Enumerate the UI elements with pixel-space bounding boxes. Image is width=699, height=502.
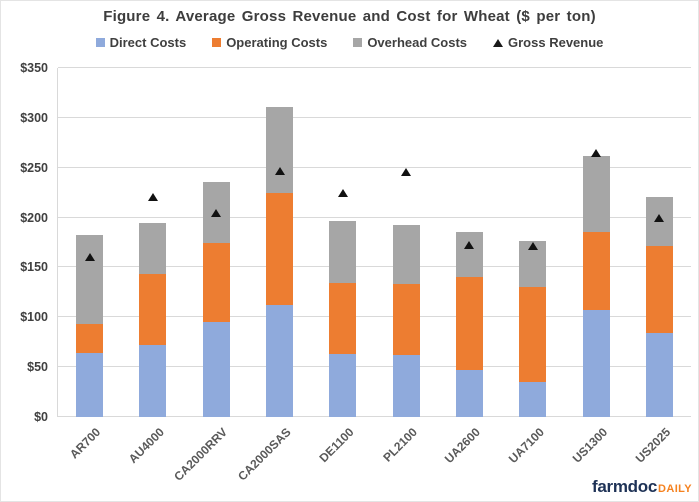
chart-title: Figure 4. Average Gross Revenue and Cost… xyxy=(103,8,596,25)
bar-UA2600 xyxy=(455,231,483,417)
bar-DE1100 xyxy=(329,220,357,417)
bar-segment-operating-costs-CA2000SAS xyxy=(266,192,294,306)
legend: Direct Costs Operating Costs Overhead Co… xyxy=(0,35,699,50)
x-axis-label-AU4000: AU4000 xyxy=(125,425,167,467)
gross-revenue-marker-AR700 xyxy=(84,253,95,262)
bar-segment-direct-costs-DE1100 xyxy=(329,354,357,417)
legend-label-operating-costs: Operating Costs xyxy=(226,35,328,50)
bar-segment-overhead-costs-AR700 xyxy=(76,234,104,325)
x-axis-label-UA7100: UA7100 xyxy=(505,425,547,467)
gross-revenue-marker-US2025 xyxy=(654,213,665,222)
bar-US2025 xyxy=(645,196,673,417)
bar-segment-operating-costs-CA2000RRV xyxy=(202,242,230,323)
gross-revenue-marker-UA2600 xyxy=(464,240,475,249)
gross-revenue-marker-US1300 xyxy=(591,148,602,157)
bar-segment-operating-costs-DE1100 xyxy=(329,283,357,355)
bar-segment-operating-costs-US1300 xyxy=(582,231,610,311)
bar-segment-overhead-costs-UA2600 xyxy=(455,231,483,278)
x-axis-label-PL2100: PL2100 xyxy=(380,425,421,465)
bar-segment-overhead-costs-CA2000SAS xyxy=(266,106,294,193)
bar-segment-operating-costs-UA7100 xyxy=(519,287,547,383)
y-axis-label-100: $100 xyxy=(20,310,48,325)
bar-segment-overhead-costs-DE1100 xyxy=(329,220,357,284)
bar-segment-direct-costs-US1300 xyxy=(582,310,610,417)
bar-segment-operating-costs-AU4000 xyxy=(139,274,167,346)
bar-segment-direct-costs-UA2600 xyxy=(455,370,483,417)
y-axis-label-250: $250 xyxy=(20,160,48,175)
x-axis-label-CA2000RRV: CA2000RRV xyxy=(171,425,231,484)
bar-segment-operating-costs-AR700 xyxy=(76,324,104,354)
bar-segment-direct-costs-CA2000RRV xyxy=(202,322,230,417)
legend-item-direct-costs: Direct Costs xyxy=(95,35,187,50)
gridline-150 xyxy=(58,266,691,268)
overhead-costs-square-icon xyxy=(353,38,363,47)
bar-CA2000SAS xyxy=(266,106,294,417)
bar-segment-direct-costs-PL2100 xyxy=(392,355,420,417)
y-axis-label-350: $350 xyxy=(20,61,48,75)
gross-revenue-marker-UA7100 xyxy=(527,241,538,250)
bar-segment-direct-costs-AU4000 xyxy=(139,345,167,417)
bar-segment-direct-costs-US2025 xyxy=(645,333,673,417)
x-axis-label-UA2600: UA2600 xyxy=(442,425,484,467)
legend-label-direct-costs: Direct Costs xyxy=(109,35,187,50)
plot-area xyxy=(57,67,691,417)
legend-item-overhead-costs: Overhead Costs xyxy=(353,35,467,50)
direct-costs-square-icon xyxy=(95,38,105,47)
y-axis-label-200: $200 xyxy=(20,210,48,225)
gridline-350 xyxy=(58,67,691,68)
bar-AR700 xyxy=(76,234,104,417)
bar-CA2000RRV xyxy=(202,181,230,417)
gridline-200 xyxy=(58,216,691,218)
gross-revenue-marker-CA2000SAS xyxy=(274,166,285,175)
legend-label-overhead-costs: Overhead Costs xyxy=(367,35,468,50)
bar-segment-overhead-costs-PL2100 xyxy=(392,224,420,285)
gross-revenue-marker-AU4000 xyxy=(147,192,158,201)
bar-segment-direct-costs-CA2000SAS xyxy=(266,305,294,417)
gross-revenue-marker-CA2000RRV xyxy=(211,208,222,217)
bar-segment-operating-costs-US2025 xyxy=(645,245,673,334)
gross-revenue-triangle-icon xyxy=(493,38,504,47)
legend-item-gross-revenue: Gross Revenue xyxy=(493,35,603,50)
bar-US1300 xyxy=(582,155,610,417)
gridline-50 xyxy=(58,366,691,368)
bar-UA7100 xyxy=(519,240,547,417)
legend-item-operating-costs: Operating Costs xyxy=(212,35,327,50)
x-axis-label-US2025: US2025 xyxy=(632,425,674,466)
bar-segment-overhead-costs-US1300 xyxy=(582,155,610,232)
legend-label-gross-revenue: Gross Revenue xyxy=(508,35,604,50)
gross-revenue-marker-DE1100 xyxy=(337,188,348,197)
x-axis-label-AR700: AR700 xyxy=(67,425,104,462)
y-axis-label-300: $300 xyxy=(20,110,48,125)
x-axis-label-US1300: US1300 xyxy=(569,425,610,466)
y-axis-label-150: $150 xyxy=(20,260,48,275)
gridline-300 xyxy=(58,116,691,118)
bar-PL2100 xyxy=(392,224,420,417)
farmdoc-logo-text: farmdoc xyxy=(592,477,657,496)
bar-segment-direct-costs-UA7100 xyxy=(519,382,547,417)
gross-revenue-marker-PL2100 xyxy=(401,167,412,176)
bar-segment-overhead-costs-AU4000 xyxy=(139,222,167,275)
bar-segment-direct-costs-AR700 xyxy=(76,353,104,417)
y-axis-label-0: $0 xyxy=(34,410,48,424)
bar-AU4000 xyxy=(139,222,167,417)
operating-costs-square-icon xyxy=(212,38,222,47)
x-axis-label-CA2000SAS: CA2000SAS xyxy=(234,425,294,484)
gridline-250 xyxy=(58,166,691,168)
bar-segment-operating-costs-UA2600 xyxy=(455,277,483,371)
daily-logo-text: DAILY xyxy=(658,483,692,495)
bar-segment-operating-costs-PL2100 xyxy=(392,284,420,356)
farmdoc-daily-logo: farmdoc DAILY xyxy=(592,477,692,497)
gridline-0 xyxy=(58,416,691,417)
y-axis-label-50: $50 xyxy=(27,360,48,375)
x-axis-label-DE1100: DE1100 xyxy=(316,425,357,466)
gridline-100 xyxy=(58,316,691,318)
